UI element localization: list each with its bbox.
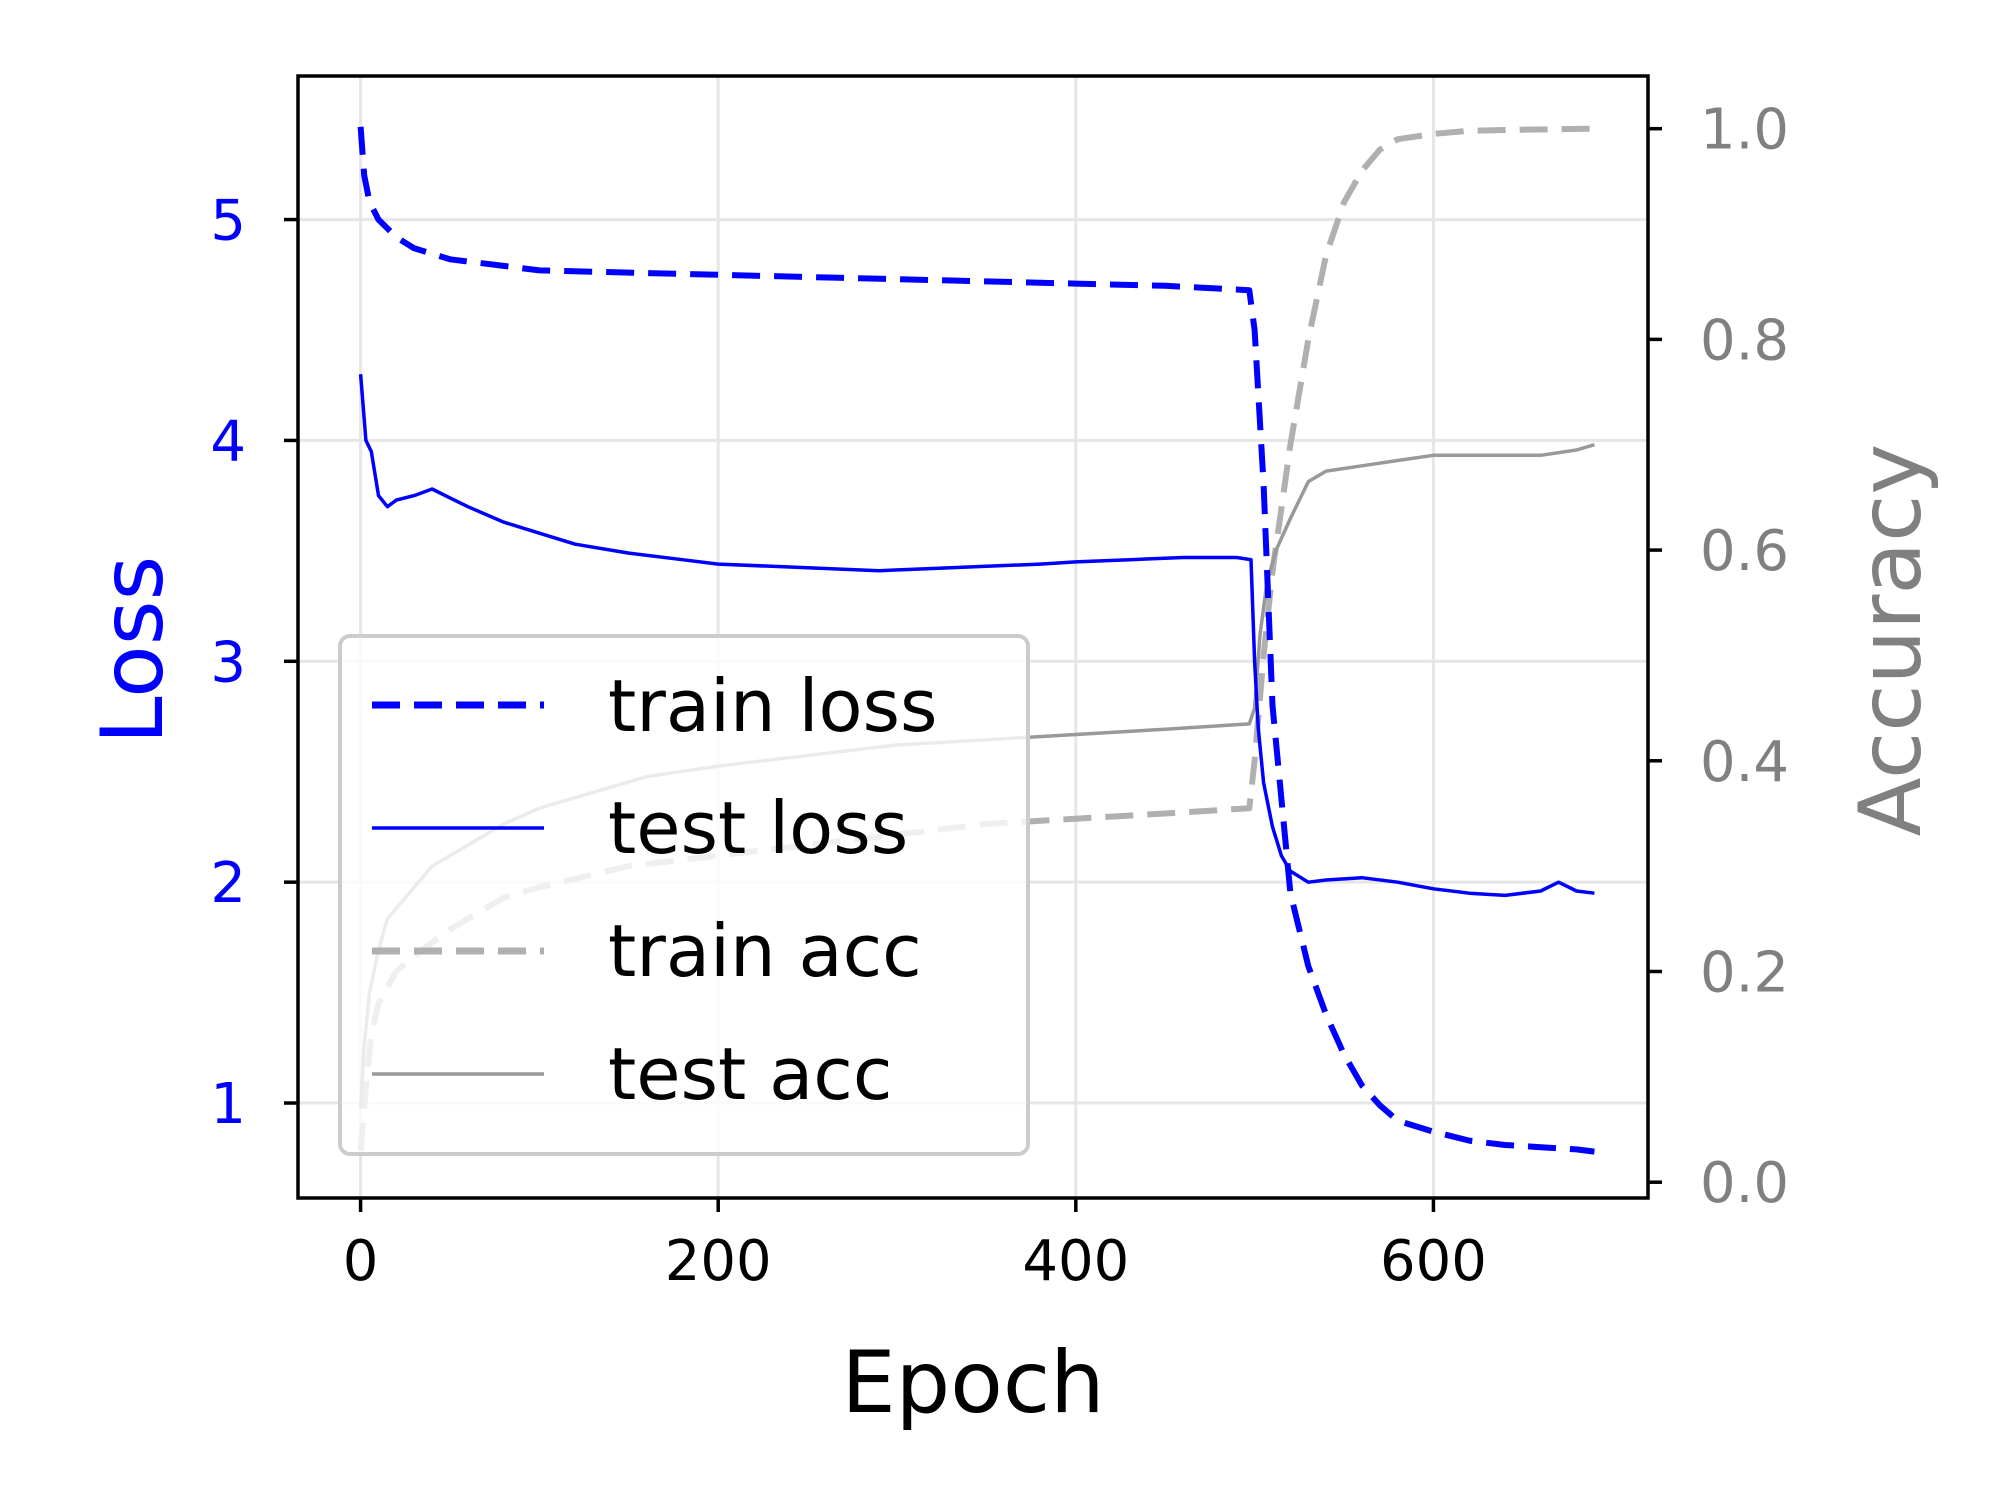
legend-label-train-acc: train acc [608,909,922,993]
left-axis-title: Loss [83,556,183,745]
left-y-tick-label: 4 [210,409,246,474]
legend-box [338,634,1030,1156]
right-axis-title: Accuracy [1841,444,1941,837]
right-y-tick-label: 0.2 [1700,940,1789,1005]
legend-label-train-loss: train loss [608,664,938,748]
left-y-tick-label: 5 [210,189,246,254]
x-axis-title: Epoch [841,1333,1104,1433]
x-tick-label: 600 [1380,1229,1487,1294]
x-tick-label: 0 [343,1229,379,1294]
plot-frame [296,74,1650,1200]
right-y-tick-label: 0.4 [1700,730,1789,795]
right-y-tick-label: 0.6 [1700,519,1789,584]
left-y-tick-label: 3 [210,630,246,695]
right-y-tick-label: 1.0 [1700,98,1789,163]
x-tick-label: 400 [1022,1229,1129,1294]
left-y-tick-label: 2 [210,851,246,916]
x-tick-label: 200 [665,1229,772,1294]
axes: 0 200 400 600 1 2 3 4 5 0.0 0.2 0.4 0.6 0.8 1.0 [210,98,1789,1294]
series-line-train-acc [357,125,1595,1151]
series-line-test-loss [358,374,1595,898]
series-line-train-loss [357,126,1595,1155]
right-y-tick-label: 0.8 [1700,308,1789,373]
legend-label-test-loss: test loss [608,786,908,870]
left-y-tick-label: 1 [210,1072,246,1137]
legend-label-test-acc: test acc [608,1032,892,1116]
legend: train loss test loss train acc test acc [338,634,1030,1156]
right-y-tick-label: 0.0 [1700,1151,1789,1216]
